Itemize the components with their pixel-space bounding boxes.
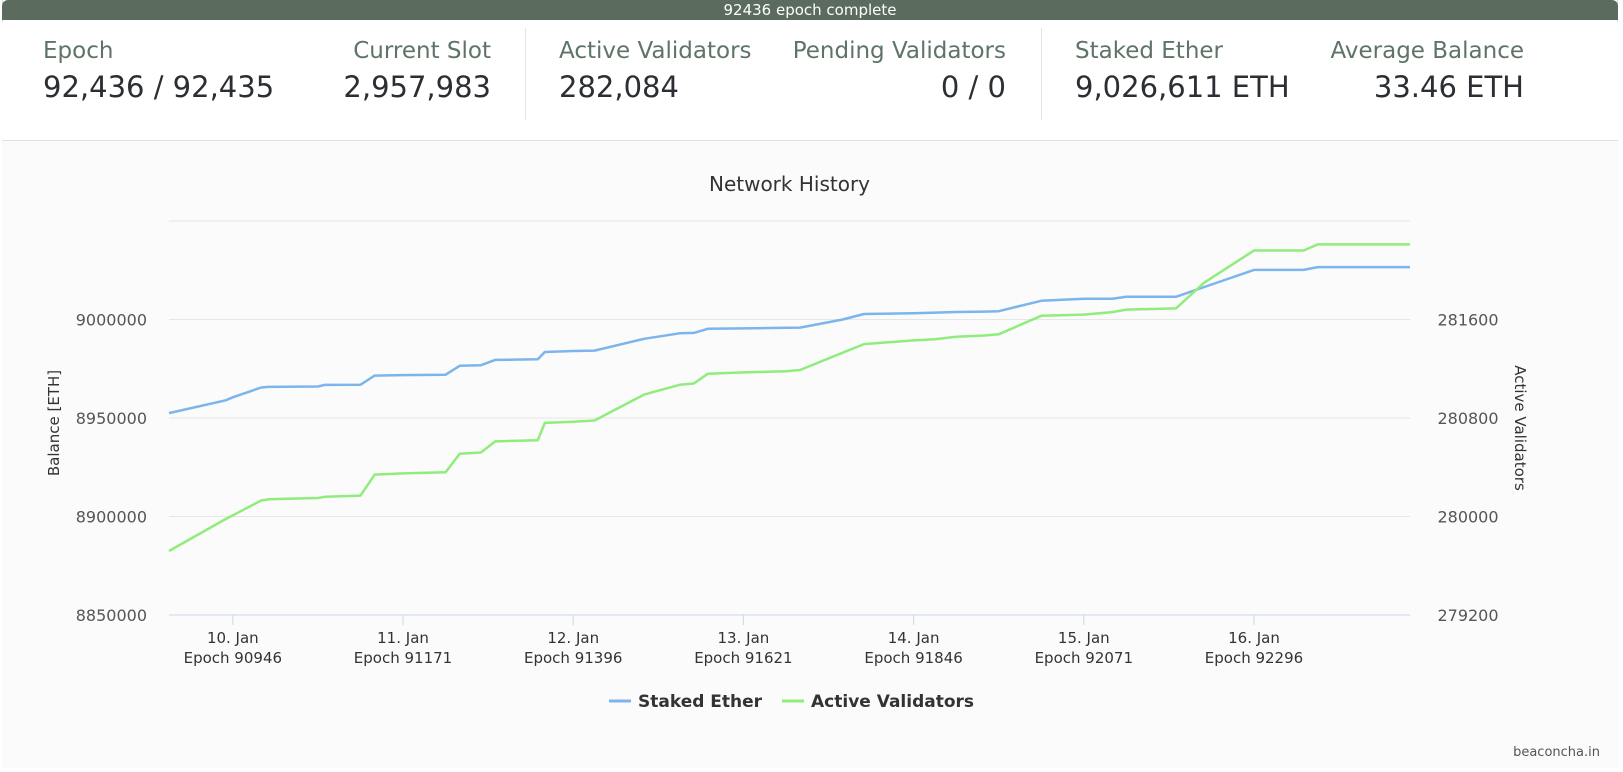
stat-pending-validators: Pending Validators 0 / 0: [793, 38, 1006, 104]
x-tick-label-epoch: Epoch 91846: [864, 649, 962, 667]
y-right-axis-title: Active Validators: [1511, 365, 1529, 491]
y-left-tick-label: 8950000: [76, 409, 147, 428]
x-tick-label-date: 11. Jan: [377, 629, 429, 647]
y-right-tick-label: 280800: [1437, 409, 1498, 428]
stats-divider: [525, 28, 526, 120]
x-tick-label-epoch: Epoch 92296: [1205, 649, 1303, 667]
network-history-chart-area: Network History 8850000 8900000 8950000 9000…: [2, 141, 1618, 768]
y-right-tick-label: 281600: [1437, 311, 1498, 330]
stat-staked-ether: Staked Ether 9,026,611 ETH: [1075, 38, 1290, 104]
x-tick-label-epoch: Epoch 91621: [694, 649, 792, 667]
legend-staked-ether-label[interactable]: Staked Ether: [638, 692, 763, 712]
epoch-progress-text: 92436 epoch complete: [723, 1, 897, 19]
x-tick-label-epoch: Epoch 92071: [1035, 649, 1133, 667]
x-tick-label-date: 15. Jan: [1058, 629, 1110, 647]
x-tick-label-epoch: Epoch 91396: [524, 649, 622, 667]
stat-pending-validators-label: Pending Validators: [792, 38, 1006, 64]
chart-title: Network History: [709, 172, 870, 196]
y-left-tick-label: 8900000: [76, 508, 147, 527]
stat-staked-ether-label: Staked Ether: [1075, 38, 1224, 64]
network-history-chart: Network History 8850000 8900000 8950000 9000…: [45, 172, 1529, 712]
x-tick-label-date: 16. Jan: [1228, 629, 1280, 647]
stat-active-validators-label: Active Validators: [559, 38, 752, 64]
stat-epoch-value: 92,436 / 92,435: [43, 70, 275, 104]
x-tick-label-date: 13. Jan: [718, 629, 770, 647]
stat-average-balance-label: Average Balance: [1330, 38, 1525, 64]
x-tick-label-date: 12. Jan: [547, 629, 599, 647]
y-right-tick-label: 280000: [1437, 508, 1498, 527]
y-left-tick-label: 9000000: [76, 311, 147, 330]
x-tick-label-epoch: Epoch 90946: [184, 649, 282, 667]
stat-staked-ether-value: 9,026,611 ETH: [1075, 70, 1290, 104]
stat-pending-validators-value: 0 / 0: [940, 70, 1006, 104]
legend-active-validators-label[interactable]: Active Validators: [811, 692, 974, 712]
stat-current-slot-value: 2,957,983: [343, 70, 491, 104]
x-tick-label-date: 14. Jan: [888, 629, 940, 647]
stat-active-validators: Active Validators 282,084: [559, 38, 752, 104]
chart-credits[interactable]: beaconcha.in: [1513, 745, 1600, 760]
y-left-tick-label: 8850000: [76, 606, 147, 625]
stat-average-balance-value: 33.46 ETH: [1373, 70, 1524, 104]
y-left-axis-title: Balance [ETH]: [45, 370, 63, 476]
stat-current-slot-label: Current Slot: [353, 38, 491, 64]
network-stats-panel: Epoch 92,436 / 92,435 Current Slot 2,957…: [2, 22, 1618, 141]
stats-divider: [1041, 28, 1042, 120]
stat-epoch-label: Epoch: [43, 38, 114, 64]
y-right-tick-label: 279200: [1437, 606, 1498, 625]
stat-active-validators-value: 282,084: [559, 70, 679, 104]
stat-current-slot: Current Slot 2,957,983: [343, 38, 491, 104]
stat-average-balance: Average Balance 33.46 ETH: [1331, 38, 1525, 104]
stat-epoch: Epoch 92,436 / 92,435: [43, 38, 274, 104]
staked-ether-line: [168, 265, 1410, 415]
active-validators-line: [168, 243, 1410, 553]
epoch-progress-bar: 92436 epoch complete: [2, 0, 1618, 20]
x-tick-label-epoch: Epoch 91171: [354, 649, 452, 667]
x-tick-label-date: 10. Jan: [207, 629, 259, 647]
